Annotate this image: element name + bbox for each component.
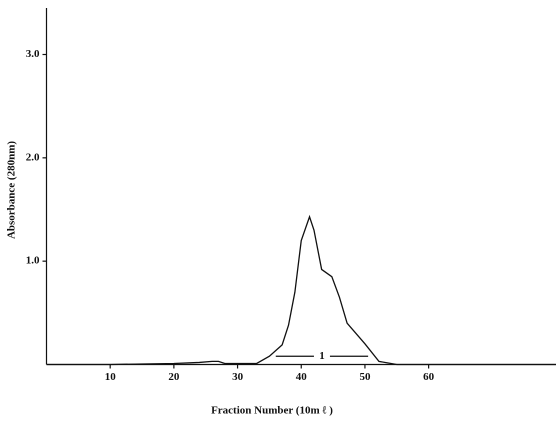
annotation-label: 1	[319, 350, 325, 362]
x-tick-label: 50	[359, 371, 371, 383]
x-tick-label: 60	[423, 371, 435, 383]
x-tick-label: 40	[296, 371, 308, 383]
y-tick-label: 1.0	[26, 255, 40, 267]
y-tick-label: 2.0	[26, 151, 40, 163]
x-axis-label: Fraction Number (10m ℓ )	[211, 405, 333, 417]
x-tick-label: 10	[105, 371, 117, 383]
y-tick-label: 3.0	[26, 48, 40, 60]
x-tick-label: 20	[168, 371, 180, 383]
x-tick-label: 30	[232, 371, 244, 383]
data-line	[46, 214, 556, 366]
y-axis-label: Absorbance (280nm)	[6, 141, 18, 239]
